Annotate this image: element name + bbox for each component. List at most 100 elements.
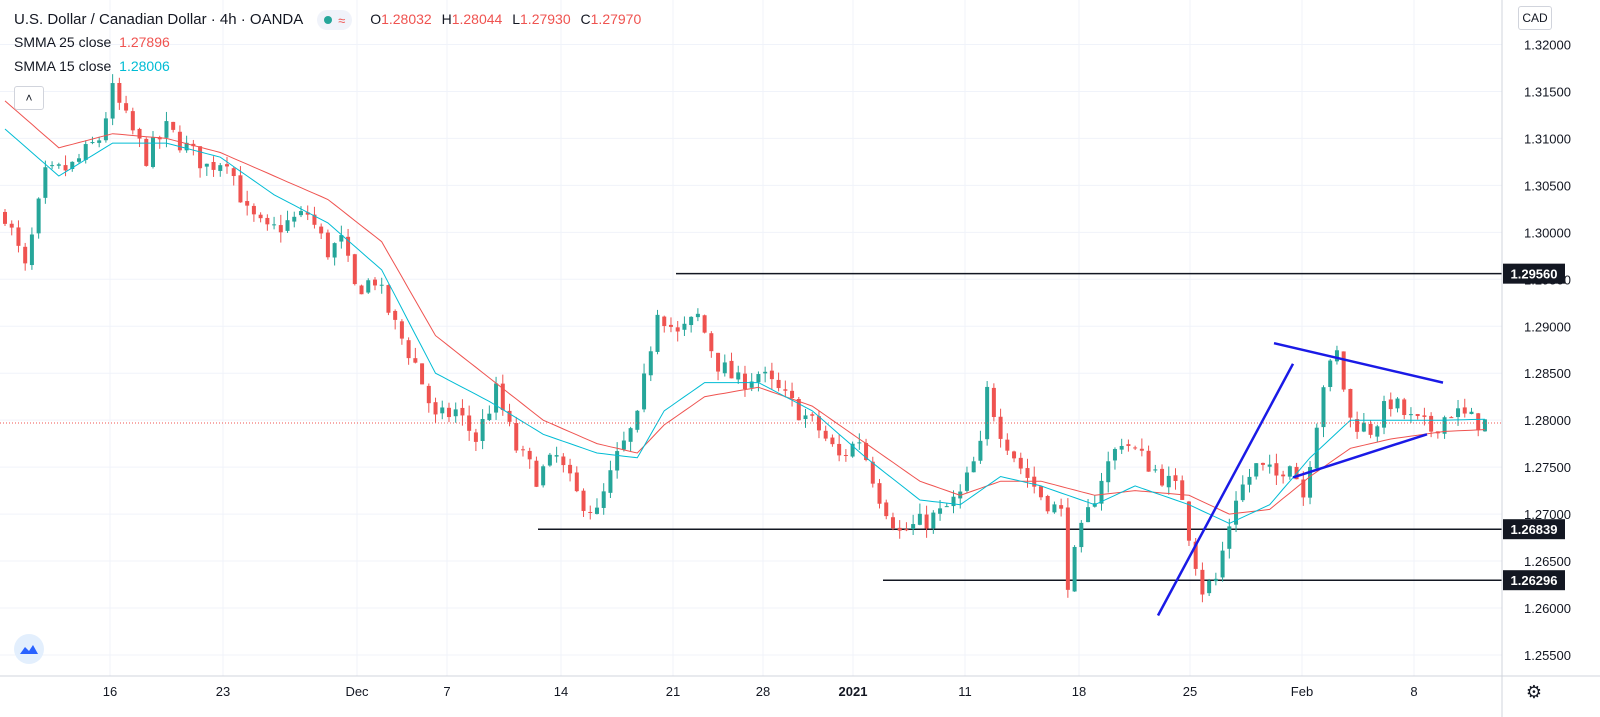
candle [1032,466,1037,494]
candle [494,376,499,420]
candle [830,434,835,447]
candle [837,434,842,462]
candle [171,121,176,133]
currency-badge[interactable]: CAD [1518,6,1552,30]
candle [527,447,532,469]
candle [339,225,344,249]
candle [736,365,741,384]
candle [63,155,68,177]
x-tick-label: Feb [1291,684,1313,699]
candle [386,284,391,316]
candle [117,77,122,110]
candle [460,399,465,426]
tradingview-mountain-icon [20,645,38,654]
candle [251,203,256,222]
smma15-line [4,128,1485,525]
candle [601,483,606,515]
candle [1442,415,1447,439]
candle [1079,520,1084,553]
y-tick-label: 1.31000 [1524,131,1571,146]
candle [3,208,7,227]
candle [1355,411,1360,439]
low-value: 1.27930 [520,11,571,27]
trendline[interactable] [1292,433,1428,479]
candle [1482,419,1487,432]
candle [56,162,61,169]
candle [487,405,492,422]
candle [433,397,438,424]
market-status-pill[interactable]: ≈ [317,10,353,31]
candle [1038,485,1043,501]
indicator-smma25[interactable]: SMMA 25 close 1.27896 [14,30,641,54]
candle [1375,424,1380,442]
gear-icon[interactable]: ⚙ [1525,682,1543,702]
candle [366,278,371,294]
candle [790,382,795,407]
candle [137,127,142,148]
candle [292,211,297,228]
candle [211,156,216,177]
open-value: 1.28032 [381,11,432,27]
candle [823,425,828,442]
trendline[interactable] [1156,363,1295,617]
candle [890,512,895,531]
candle [931,510,936,534]
candle [319,223,324,240]
candle [655,309,660,355]
candle [810,412,815,422]
candle [850,441,855,458]
level-label: 1.29560 [1511,267,1558,282]
indicator-smma25-value: 1.27896 [119,34,170,50]
candle [16,220,21,253]
candle [1012,450,1017,463]
candle [130,107,135,135]
indicator-smma15[interactable]: SMMA 15 close 1.28006 [14,54,641,78]
candle [911,514,916,535]
candle [554,446,559,463]
candle [904,522,909,532]
candle [359,284,364,295]
candle [561,453,566,473]
candle [1334,345,1339,365]
candle [594,498,599,515]
candle [1469,407,1474,415]
candle [1308,461,1313,505]
candle [1287,465,1292,480]
candle [1213,572,1218,586]
candle [379,277,384,294]
candle [1361,413,1366,433]
candle [312,206,317,229]
candle [1139,438,1144,457]
collapse-legend-button[interactable]: ˄ [14,86,44,110]
candle [1092,495,1097,508]
y-tick-label: 1.30000 [1524,225,1571,240]
candle [1018,452,1023,475]
open-label: O [370,11,382,27]
candle [446,402,451,423]
trendline[interactable] [1273,341,1444,384]
candle [1234,491,1239,533]
candle [144,137,149,167]
symbol-title[interactable]: U.S. Dollar / Canadian Dollar · 4h · OAN… [14,11,304,28]
y-tick-label: 1.25500 [1524,648,1571,663]
candle [420,363,425,385]
candle [514,416,519,453]
candle [352,253,357,286]
candle [1227,518,1232,559]
candle [346,228,351,262]
tradingview-logo-icon[interactable] [14,634,44,664]
candle [1395,397,1400,413]
candle [938,499,943,521]
compare-wave-icon: ≈ [338,12,346,28]
candle [265,214,270,231]
candle [1456,399,1461,426]
candle [1180,475,1185,500]
candle [1099,472,1104,511]
candle [1045,494,1050,514]
candle [1314,423,1319,469]
candle [198,146,203,178]
candle [1301,471,1306,506]
candle [985,381,990,446]
